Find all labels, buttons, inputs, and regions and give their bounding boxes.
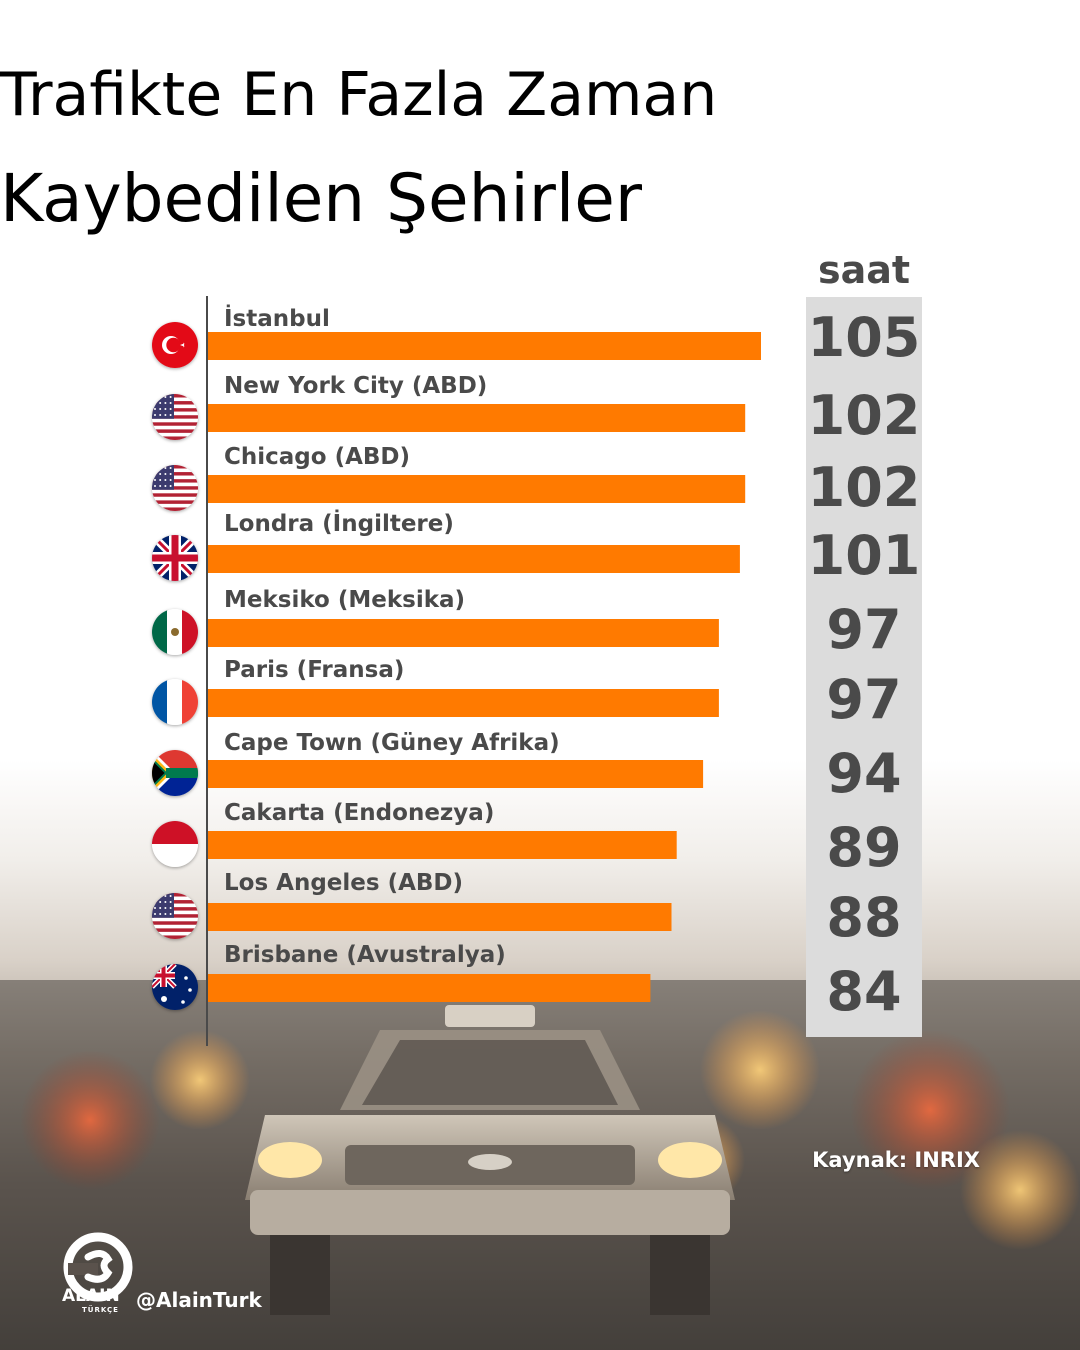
category-label: New York City (ABD) (224, 373, 487, 399)
category-label: Londra (İngiltere) (224, 509, 454, 537)
social-handle: @AlainTurk (136, 1288, 262, 1312)
usa-flag-icon (152, 893, 198, 939)
brand-name: ALAIN (62, 1286, 120, 1306)
category-label: Chicago (ABD) (224, 444, 410, 470)
bar (208, 332, 761, 360)
city-labels-group: İstanbul New York City (ABD) Chicago (ABD)… (224, 304, 560, 968)
category-label: İstanbul (224, 304, 330, 332)
value-label: 88 (826, 886, 901, 949)
bar (208, 619, 719, 647)
value-label: 101 (808, 524, 921, 587)
value-label: 102 (808, 456, 921, 519)
title-line-1: Trafikte En Fazla Zaman (0, 60, 718, 130)
category-label: Brisbane (Avustralya) (224, 942, 506, 968)
unit-label: saat (817, 248, 911, 292)
brand-sub: TÜRKÇE (82, 1306, 119, 1314)
usa-flag-icon (152, 465, 198, 511)
usa-flag-icon (152, 394, 198, 440)
turkey-flag-icon (152, 322, 198, 368)
taxi-car-illustration (245, 1005, 735, 1315)
indonesia-flag-icon (152, 821, 198, 867)
bar (208, 903, 672, 931)
bar (208, 831, 677, 859)
bar (208, 689, 719, 717)
value-label: 97 (826, 598, 901, 661)
traffic-photo-background (0, 860, 1080, 1350)
alain-logo-icon (63, 1232, 133, 1302)
value-label: 89 (826, 816, 901, 879)
category-label: Meksiko (Meksika) (224, 587, 465, 613)
bars-group (208, 332, 761, 1002)
title-line-2: Kaybedilen Şehirler (0, 160, 642, 237)
bar (208, 475, 746, 503)
value-label: 97 (826, 668, 901, 731)
bar (208, 760, 704, 788)
south-africa-flag-icon (152, 750, 198, 796)
category-label: Cakarta (Endonezya) (224, 800, 494, 826)
value-label: 105 (808, 306, 921, 369)
value-label: 84 (826, 960, 901, 1023)
category-label: Paris (Fransa) (224, 657, 404, 683)
australia-flag-icon (152, 964, 198, 1010)
value-column-background (806, 297, 922, 1037)
value-label: 94 (826, 742, 901, 805)
category-label: Los Angeles (ABD) (224, 870, 463, 896)
bar (208, 545, 740, 573)
bar (208, 974, 651, 1002)
category-label: Cape Town (Güney Afrika) (224, 730, 560, 756)
uk-flag-icon (152, 535, 198, 581)
mexico-flag-icon (152, 609, 198, 655)
source-note: Kaynak: INRIX (812, 1148, 980, 1172)
bar (208, 404, 746, 432)
value-label: 102 (808, 384, 921, 447)
france-flag-icon (152, 679, 198, 725)
